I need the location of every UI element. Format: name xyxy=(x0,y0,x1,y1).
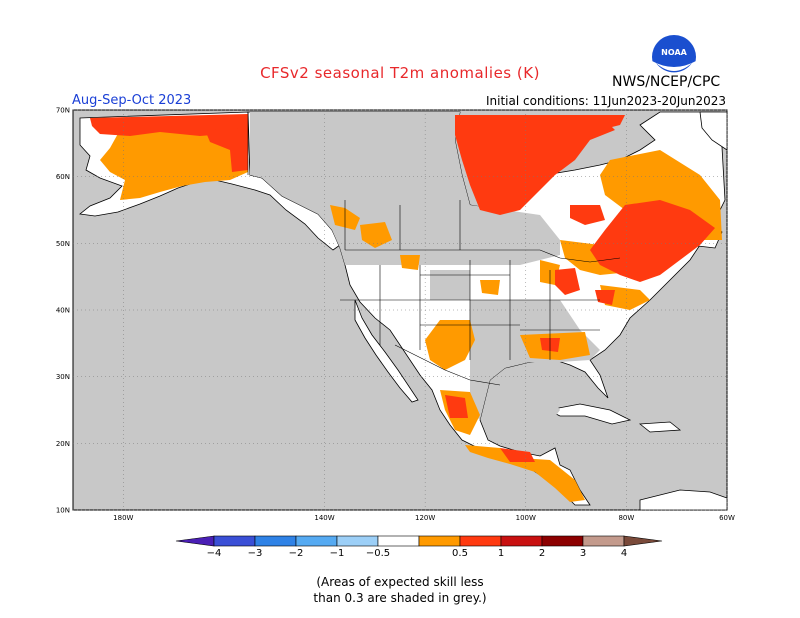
noaa-logo-icon: NOAA xyxy=(652,35,696,81)
initial-conditions: Initial conditions: 11Jun2023-20Jun2023 xyxy=(486,94,727,108)
logo-text: NOAA xyxy=(661,48,687,57)
graticule xyxy=(73,109,728,511)
lat-label: 70N xyxy=(56,107,70,115)
legend-swatch xyxy=(336,535,379,547)
legend-swatch xyxy=(213,535,256,547)
agency-label: NWS/NCEP/CPC xyxy=(612,74,721,90)
legend-label: −4 xyxy=(207,548,222,559)
lat-label: 10N xyxy=(56,507,70,515)
footnote-line-2: than 0.3 are shaded in grey.) xyxy=(313,591,487,605)
legend-arrow-left xyxy=(175,535,215,547)
lat-label: 40N xyxy=(56,307,70,315)
color-legend-labels: −4 −3 −2 −1 −0.5 0.5 1 2 3 4 xyxy=(207,548,628,559)
lon-label: 80W xyxy=(618,514,634,522)
legend-swatch xyxy=(459,535,502,547)
lat-tick-labels: 10N 20N 30N 40N 50N 60N 70N xyxy=(56,107,70,515)
legend-swatch xyxy=(582,535,625,547)
legend-label: −3 xyxy=(248,548,263,559)
forecast-period: Aug-Sep-Oct 2023 xyxy=(72,93,192,108)
lat-label: 30N xyxy=(56,373,70,381)
legend-arrow-right xyxy=(623,535,663,547)
lon-label: 100W xyxy=(516,514,536,522)
lat-label: 60N xyxy=(56,173,70,181)
chart-title: CFSv2 seasonal T2m anomalies (K) xyxy=(260,64,540,82)
lon-label: 120W xyxy=(415,514,435,522)
legend-label: −1 xyxy=(330,548,345,559)
legend-label: 1 xyxy=(498,548,504,559)
legend-label: −2 xyxy=(289,548,304,559)
legend-swatch xyxy=(295,535,338,547)
legend-label: 2 xyxy=(539,548,545,559)
lat-label: 20N xyxy=(56,440,70,448)
lon-label: 180W xyxy=(113,514,133,522)
legend-swatch xyxy=(541,535,584,547)
legend-swatch xyxy=(500,535,543,547)
color-legend-boxes xyxy=(175,535,663,547)
legend-label: 0.5 xyxy=(452,548,468,559)
skill-footnote: (Areas of expected skill less than 0.3 a… xyxy=(0,574,800,606)
legend-swatch xyxy=(377,535,420,547)
legend-label: 3 xyxy=(580,548,586,559)
lon-tick-labels: 180W 140W 120W 100W 80W 60W xyxy=(113,514,735,522)
legend-swatch xyxy=(254,535,297,547)
legend-swatch xyxy=(418,535,461,547)
political-boundaries xyxy=(247,112,621,386)
anomaly-warm-1-2 xyxy=(90,114,715,462)
legend-label: −0.5 xyxy=(366,548,390,559)
legend-label: 4 xyxy=(621,548,627,559)
lat-label: 50N xyxy=(56,240,70,248)
lon-label: 60W xyxy=(719,514,735,522)
lon-label: 140W xyxy=(314,514,334,522)
footnote-line-1: (Areas of expected skill less xyxy=(316,575,484,589)
